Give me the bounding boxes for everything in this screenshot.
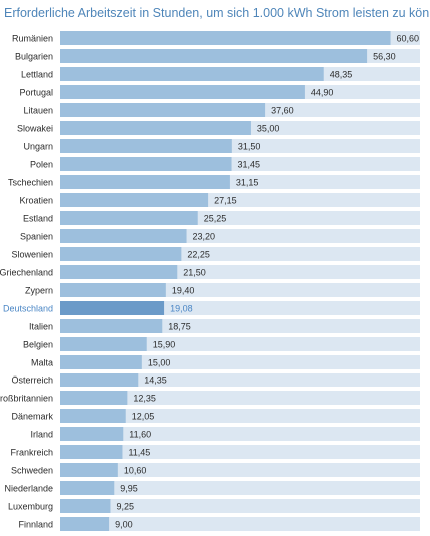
bar-spanien xyxy=(60,229,187,243)
bar-litauen xyxy=(60,103,266,117)
bar-estland xyxy=(60,211,198,225)
category-label-litauen: Litauen xyxy=(23,106,53,116)
bar-track-frankreich xyxy=(60,445,420,459)
bar-irland xyxy=(60,427,124,441)
category-label-zypern: Zypern xyxy=(25,286,53,296)
chart-title: Erforderliche Arbeitszeit in Stunden, um… xyxy=(4,6,430,20)
bar-track-grossbritannien xyxy=(60,391,420,405)
category-label-ungarn: Ungarn xyxy=(23,142,53,152)
category-label-deutschland: Deutschland xyxy=(3,304,53,314)
category-label-finnland: Finnland xyxy=(18,520,53,530)
category-label-irland: Irland xyxy=(30,430,53,440)
category-label-daenemark: Dänemark xyxy=(11,412,53,422)
value-label-griechenland: 21,50 xyxy=(183,268,206,278)
bar-lettland xyxy=(60,67,324,81)
bar-track-niederlande xyxy=(60,481,420,495)
category-label-polen: Polen xyxy=(30,160,53,170)
value-label-kroatien: 27,15 xyxy=(214,196,237,206)
bar-polen xyxy=(60,157,232,171)
bar-zypern xyxy=(60,283,166,297)
bar-deutschland xyxy=(60,301,165,315)
category-label-italien: Italien xyxy=(29,322,53,332)
value-label-schweden: 10,60 xyxy=(124,466,147,476)
bar-finnland xyxy=(60,517,110,531)
bar-italien xyxy=(60,319,163,333)
bar-niederlande xyxy=(60,481,115,495)
value-label-slowenien: 22,25 xyxy=(187,250,210,260)
bar-frankreich xyxy=(60,445,123,459)
value-label-italien: 18,75 xyxy=(168,322,191,332)
bar-belgien xyxy=(60,337,147,351)
category-label-niederlande: Niederlande xyxy=(4,484,53,494)
value-label-polen: 31,45 xyxy=(238,160,261,170)
category-label-spanien: Spanien xyxy=(20,232,53,242)
category-label-slowakei: Slowakei xyxy=(17,124,53,134)
category-label-griechenland: Griechenland xyxy=(0,268,53,278)
bar-track-schweden xyxy=(60,463,420,477)
category-label-rumaenien: Rumänien xyxy=(12,34,53,44)
value-label-malta: 15,00 xyxy=(148,358,171,368)
category-label-kroatien: Kroatien xyxy=(19,196,53,206)
bar-portugal xyxy=(60,85,305,99)
value-label-bulgarien: 56,30 xyxy=(373,52,396,62)
category-label-luxemburg: Luxemburg xyxy=(8,502,53,512)
value-label-estland: 25,25 xyxy=(204,214,227,224)
category-label-slowenien: Slowenien xyxy=(11,250,53,260)
value-label-rumaenien: 60,60 xyxy=(397,34,420,44)
bar-slowenien xyxy=(60,247,182,261)
value-label-zypern: 19,40 xyxy=(172,286,195,296)
category-label-belgien: Belgien xyxy=(23,340,53,350)
bar-daenemark xyxy=(60,409,126,423)
value-label-finnland: 9,00 xyxy=(115,520,133,530)
value-label-slowakei: 35,00 xyxy=(257,124,280,134)
value-label-ungarn: 31,50 xyxy=(238,142,261,152)
value-label-daenemark: 12,05 xyxy=(132,412,155,422)
bar-track-malta xyxy=(60,355,420,369)
bar-griechenland xyxy=(60,265,178,279)
category-label-frankreich: Frankreich xyxy=(10,448,53,458)
value-label-spanien: 23,20 xyxy=(193,232,216,242)
value-label-niederlande: 9,95 xyxy=(120,484,138,494)
bar-slowakei xyxy=(60,121,251,135)
value-label-oesterreich: 14,35 xyxy=(144,376,167,386)
bar-bulgarien xyxy=(60,49,368,63)
category-label-portugal: Portugal xyxy=(19,88,53,98)
value-label-portugal: 44,90 xyxy=(311,88,334,98)
value-label-luxemburg: 9,25 xyxy=(116,502,134,512)
bar-track-finnland xyxy=(60,517,420,531)
category-label-tschechien: Tschechien xyxy=(8,178,53,188)
category-label-oesterreich: Österreich xyxy=(11,376,53,386)
bar-oesterreich xyxy=(60,373,139,387)
bar-schweden xyxy=(60,463,118,477)
bar-track-oesterreich xyxy=(60,373,420,387)
category-label-malta: Malta xyxy=(31,358,53,368)
category-label-schweden: Schweden xyxy=(11,466,53,476)
bar-grossbritannien xyxy=(60,391,128,405)
category-label-grossbritannien: Großbritannien xyxy=(0,394,53,404)
value-label-litauen: 37,60 xyxy=(271,106,294,116)
category-label-lettland: Lettland xyxy=(21,70,53,80)
bar-ungarn xyxy=(60,139,232,153)
bar-track-luxemburg xyxy=(60,499,420,513)
value-label-lettland: 48,35 xyxy=(330,70,353,80)
value-label-tschechien: 31,15 xyxy=(236,178,259,188)
value-label-deutschland: 19,08 xyxy=(170,304,193,314)
value-label-irland: 11,60 xyxy=(129,430,151,440)
bar-luxemburg xyxy=(60,499,111,513)
value-label-belgien: 15,90 xyxy=(153,340,176,350)
bar-tschechien xyxy=(60,175,230,189)
bar-malta xyxy=(60,355,142,369)
value-label-grossbritannien: 12,35 xyxy=(133,394,156,404)
bar-track-irland xyxy=(60,427,420,441)
bar-rumaenien xyxy=(60,31,391,45)
bar-track-belgien xyxy=(60,337,420,351)
category-label-bulgarien: Bulgarien xyxy=(15,52,53,62)
category-label-estland: Estland xyxy=(23,214,53,224)
bar-track-daenemark xyxy=(60,409,420,423)
value-label-frankreich: 11,45 xyxy=(128,448,150,458)
bar-kroatien xyxy=(60,193,209,207)
